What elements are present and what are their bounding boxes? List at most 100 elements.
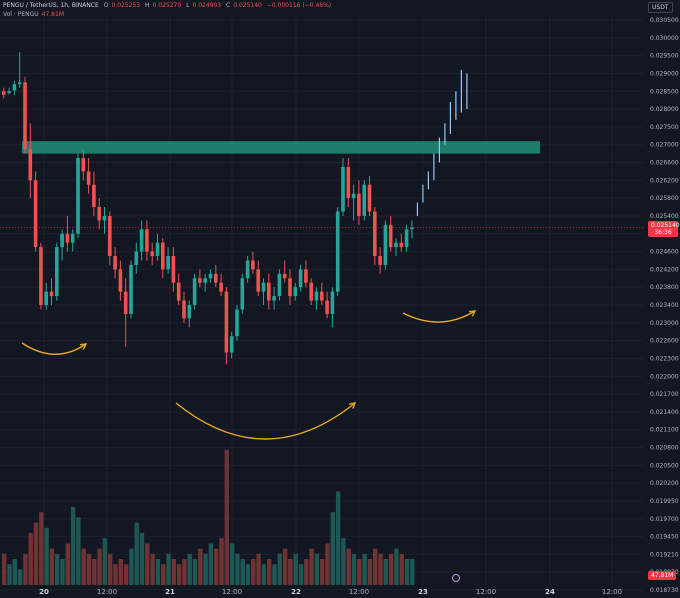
candle-body — [224, 291, 229, 353]
volume-bar — [102, 538, 108, 585]
volume-bar — [298, 564, 304, 585]
volume-bar — [404, 559, 410, 585]
candle-body — [378, 256, 382, 265]
volume-bar — [330, 512, 335, 585]
volume-bar — [118, 559, 123, 585]
candle-body — [161, 242, 165, 270]
low-label: L — [186, 2, 190, 9]
chart-legend: PENGU / TetherUS, 1h, BINANCE O 0.025253 … — [3, 2, 334, 9]
y-tick-label: 0.026600 — [650, 160, 679, 167]
change-value: −0.000116 (−0.46%) — [266, 2, 332, 9]
volume-bar — [70, 507, 76, 585]
volume-bar — [335, 491, 341, 585]
y-tick-label: 0.019700 — [650, 516, 679, 523]
volume-bar — [192, 559, 198, 585]
candle-body — [388, 224, 393, 248]
volume-bar — [76, 517, 81, 585]
volume-bar — [240, 559, 245, 585]
candle-body — [44, 291, 48, 305]
candle-body — [145, 229, 149, 252]
y-tick-label: 0.019210 — [650, 551, 679, 558]
volume-bar — [129, 548, 134, 585]
currency-badge[interactable]: USDT — [648, 2, 673, 13]
candle-body — [245, 260, 250, 279]
candle-body — [28, 149, 33, 181]
candle-body — [134, 251, 139, 265]
volume-bar — [341, 538, 346, 585]
candle-body — [23, 82, 27, 150]
candle-body — [97, 207, 101, 221]
volume-bar — [49, 548, 55, 585]
candle-body — [176, 282, 181, 301]
candle-body — [92, 184, 96, 208]
candle-body — [123, 291, 128, 314]
volume-bar — [351, 553, 357, 585]
candle-body — [288, 278, 292, 297]
open-label: O — [103, 2, 109, 9]
x-tick-label: 24 — [545, 588, 555, 596]
candle-body — [155, 242, 160, 257]
candle-body — [102, 215, 107, 221]
candle-body — [76, 158, 80, 234]
volume-bar — [12, 559, 17, 585]
y-tick-label: 0.020800 — [650, 445, 679, 452]
curve-arrow-head — [348, 402, 357, 409]
x-tick-label: 12:00 — [602, 588, 622, 596]
volume-bar — [33, 522, 39, 585]
volume-bar — [362, 553, 367, 585]
y-tick-label: 0.019950 — [650, 498, 679, 505]
curve-arrow — [402, 310, 476, 323]
candle-body — [235, 309, 239, 337]
candle-body — [357, 193, 361, 216]
y-tick-label: 0.022300 — [650, 355, 679, 362]
volume-bar — [176, 564, 182, 585]
high-label: H — [145, 2, 150, 9]
volume-bar — [256, 553, 261, 585]
candle-countdown: 36:36 — [654, 228, 672, 236]
candle-body — [7, 91, 11, 94]
curve-arrow — [175, 402, 356, 440]
volume-bar — [208, 543, 214, 585]
y-tick-label: 0.030000 — [650, 35, 679, 42]
x-tick-label: 23 — [418, 588, 428, 596]
volume-bar — [65, 543, 70, 585]
volume-bar — [378, 553, 383, 585]
volume-bar — [23, 553, 28, 585]
y-tick-label: 0.027500 — [650, 124, 679, 131]
candle-body — [182, 300, 186, 319]
candle-body — [394, 242, 398, 248]
candle-body — [298, 269, 303, 288]
volume-bar — [314, 553, 320, 585]
volume-bar — [320, 559, 325, 585]
y-tick-label: 0.023800 — [650, 284, 679, 291]
y-tick-label: 0.023000 — [650, 320, 679, 327]
candle-body — [320, 291, 324, 301]
y-tick-label: 0.021100 — [650, 427, 679, 434]
candle-body — [55, 247, 59, 297]
curve-arrow-head — [468, 310, 477, 317]
y-tick-label: 0.022600 — [650, 338, 679, 345]
volume-bar — [309, 548, 314, 585]
candle-body — [86, 171, 91, 185]
volume-bar — [145, 543, 150, 585]
volume-bar — [155, 559, 161, 585]
candle-body — [293, 287, 298, 297]
candle-body — [351, 193, 356, 199]
candle-body — [256, 269, 260, 292]
y-tick-label: 0.028500 — [650, 88, 679, 95]
y-tick-label: 0.018730 — [650, 587, 679, 594]
candle-body — [49, 291, 54, 297]
volume-bar — [60, 559, 65, 585]
candle-body — [240, 278, 245, 310]
candle-body — [229, 336, 234, 353]
volume-bar — [187, 553, 192, 585]
low-value: 0.024903 — [192, 2, 222, 9]
y-tick-label: 0.026200 — [650, 177, 679, 184]
volume-bar — [410, 559, 415, 585]
x-tick-label: 20 — [39, 588, 49, 596]
candle-body — [341, 166, 345, 212]
x-tick-label: 21 — [165, 588, 175, 596]
last-price-badge: 0.025140 36:36 — [648, 220, 680, 237]
x-tick-label: 22 — [291, 588, 301, 596]
